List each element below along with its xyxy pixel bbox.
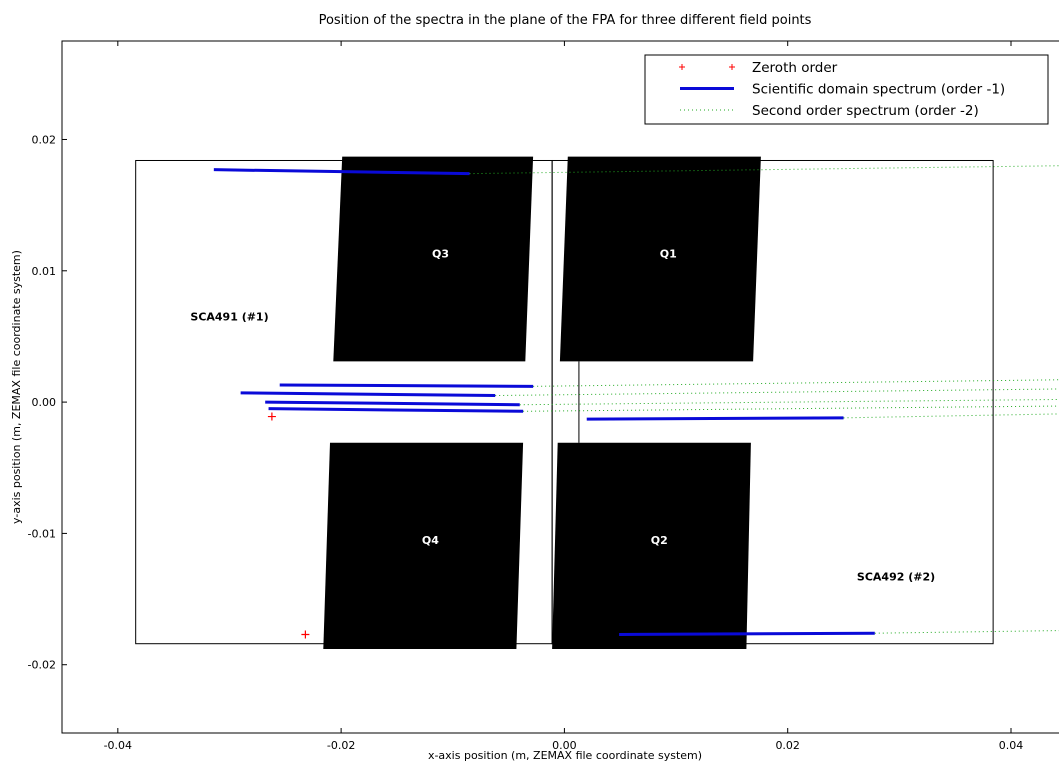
zeroth-order-marker bbox=[301, 630, 310, 639]
legend-marker bbox=[679, 64, 685, 70]
legend-label: Second order spectrum (order -2) bbox=[752, 103, 979, 119]
quadrant-mask bbox=[333, 156, 534, 362]
legend-label: Zeroth order bbox=[752, 60, 838, 76]
zeroth-order-marker bbox=[267, 412, 276, 421]
x-axis-label: x-axis position (m, ZEMAX file coordinat… bbox=[428, 749, 702, 762]
quadrant-label: Q2 bbox=[651, 534, 668, 547]
y-tick-label: -0.02 bbox=[28, 659, 56, 672]
x-tick-label: 0.02 bbox=[775, 739, 800, 752]
scientific-spectrum bbox=[240, 391, 496, 398]
sca-label: SCA492 (#2) bbox=[857, 571, 935, 584]
legend: Zeroth order Scientific domain spectrum (… bbox=[644, 54, 1049, 125]
axes-frame bbox=[61, 40, 1059, 734]
x-tick-label: -0.04 bbox=[104, 739, 132, 752]
sca-outline bbox=[551, 159, 994, 645]
quadrant-label: Q4 bbox=[422, 534, 439, 547]
y-axis-label: y-axis position (m, ZEMAX file coordinat… bbox=[10, 250, 23, 524]
scientific-spectrum bbox=[265, 400, 520, 407]
y-tick-label: 0.00 bbox=[32, 396, 57, 409]
y-tick-label: -0.01 bbox=[28, 527, 56, 540]
axis-ticks: -0.04 -0.02 0.00 0.02 0.04 -0.02 -0.01 0.00 0.01… bbox=[28, 41, 1024, 752]
y-tick-label: 0.01 bbox=[32, 265, 57, 278]
x-tick-label: -0.02 bbox=[327, 739, 355, 752]
quadrant-label: Q1 bbox=[660, 248, 677, 261]
scientific-spectrum bbox=[586, 416, 844, 421]
quadrant-mask bbox=[552, 442, 751, 649]
quadrant-mask bbox=[559, 156, 761, 362]
scientific-spectrum bbox=[619, 631, 875, 637]
legend-label: Scientific domain spectrum (order -1) bbox=[752, 82, 1005, 98]
quadrant-label: Q3 bbox=[432, 248, 449, 261]
plot-area: Q3 Q1 Q4 Q2 SCA491 (#1) SCA492 (#2) bbox=[135, 156, 1059, 649]
sca-label: SCA491 (#1) bbox=[190, 311, 268, 324]
legend-marker bbox=[729, 64, 735, 70]
chart-title: Position of the spectra in the plane of … bbox=[319, 13, 812, 28]
x-tick-label: 0.04 bbox=[999, 739, 1024, 752]
second-order-spectrum bbox=[874, 630, 1059, 634]
scientific-spectrum bbox=[279, 383, 534, 388]
quadrant-mask bbox=[323, 442, 524, 649]
scientific-spectrum bbox=[268, 407, 524, 413]
x-tick-label: 0.00 bbox=[552, 739, 577, 752]
y-tick-label: 0.02 bbox=[32, 133, 57, 146]
scientific-spectrum bbox=[213, 168, 470, 176]
